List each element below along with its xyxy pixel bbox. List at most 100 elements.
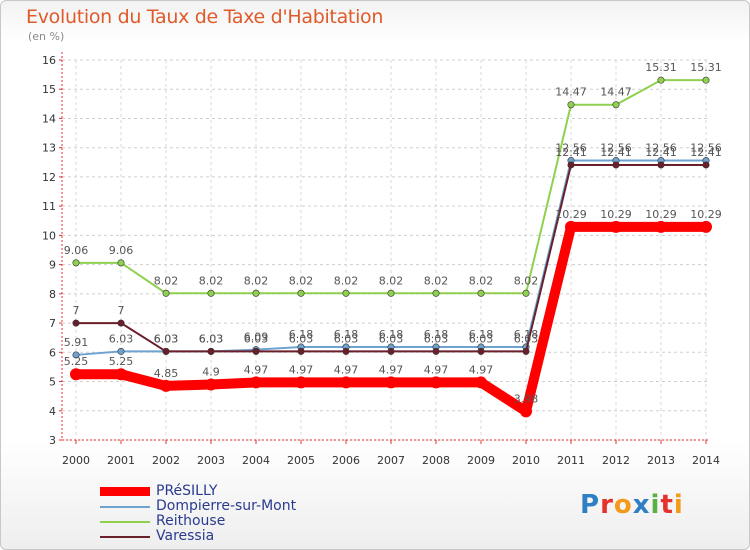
data-point [252,289,260,297]
x-tick-label: 2013 [647,454,675,467]
x-tick-label: 2004 [242,454,270,467]
data-label: 12.56 [690,142,722,155]
x-tick-label: 2011 [557,454,585,467]
data-point [612,101,620,109]
y-tick-label: 3 [49,434,56,447]
data-point [207,289,215,297]
data-label: 12.56 [645,142,677,155]
x-tick-label: 2014 [692,454,720,467]
brand-letter: o [613,490,633,520]
chart-legend: PRéSILLY Dompierre-sur-Mont Reithouse Va… [100,484,296,544]
x-tick-label: 2012 [602,454,630,467]
data-label: 8.02 [244,274,269,287]
legend-swatch-reithouse [100,520,150,523]
data-point [520,405,532,418]
data-point [657,76,665,84]
data-label: 12.41 [645,146,677,159]
y-tick-label: 14 [42,112,56,125]
data-label: 10.29 [690,208,722,221]
y-tick-label: 15 [42,83,56,96]
data-point [387,289,395,297]
data-label: 9.06 [64,244,89,257]
brand-letter: i [650,490,661,520]
data-label: 6.03 [379,332,404,345]
data-point [477,289,485,297]
data-point [702,76,710,84]
data-label: 12.56 [600,142,632,155]
data-label: 8.02 [199,274,224,287]
line-chart: 3 4 5 6 7 8 9 10 11 12 13 14 15 16 2000 2001 2002 2003 200… [42,52,722,467]
legend-item: Reithouse [100,514,296,529]
data-label: 12.56 [555,142,587,155]
data-label: 12.41 [690,146,722,159]
y-tick-label: 12 [42,171,56,184]
data-label: 6.03 [109,332,134,345]
y-tick-label: 6 [49,346,56,359]
data-point [702,161,710,169]
data-label: 5.91 [64,336,89,349]
data-point [655,220,667,233]
data-point [432,347,440,355]
data-label: 6.03 [334,332,359,345]
chart-subtitle: (en %) [28,30,65,43]
data-label: 4.97 [334,363,359,376]
data-point [207,347,215,355]
x-tick-label: 2007 [377,454,405,467]
data-point [117,319,125,327]
legend-label: Dompierre-sur-Mont [156,498,297,514]
data-point [160,379,172,392]
data-point [295,376,307,389]
data-label: 6.18 [289,328,314,341]
data-label: 8.02 [379,274,404,287]
x-tick-label: 2010 [512,454,540,467]
data-label: 12.41 [555,146,587,159]
legend-swatch-presilly [100,487,150,496]
data-point [72,319,80,327]
data-label: 15.31 [690,61,722,74]
data-label: 4.97 [424,363,449,376]
y-tick-label: 16 [42,54,56,67]
data-label: 6.18 [379,328,404,341]
y-tick-label: 5 [49,376,56,389]
x-tick-label: 2003 [197,454,225,467]
data-point [117,259,125,267]
data-label: 3.98 [514,392,539,405]
data-point [385,376,397,389]
data-label: 6.18 [514,328,539,341]
data-point [72,351,80,359]
y-tick-label: 9 [49,259,56,272]
data-point [610,220,622,233]
y-tick-label: 4 [49,405,56,418]
y-tick-label: 7 [49,317,56,330]
data-point [477,347,485,355]
data-label: 8.02 [514,274,539,287]
data-point [70,368,82,381]
data-label: 4.97 [379,363,404,376]
data-label: 14.47 [555,86,587,99]
data-point [387,347,395,355]
data-point [117,347,125,355]
data-label: 6.18 [469,328,494,341]
data-label: 6.03 [514,332,539,345]
data-point [612,161,620,169]
data-point [252,347,260,355]
brand-letter: r [600,490,614,520]
y-tick-label: 10 [42,229,56,242]
legend-swatch-varessia [100,535,150,538]
data-point [567,101,575,109]
data-point [250,376,262,389]
data-label: 14.47 [600,86,632,99]
data-label: 9.06 [109,244,134,257]
data-label: 8.02 [154,274,179,287]
data-label: 4.97 [244,363,269,376]
brand-letter: t [660,490,674,520]
data-label: 10.29 [600,208,632,221]
legend-item: Varessia [100,529,296,544]
data-label: 6.03 [469,332,494,345]
x-tick-label: 2000 [62,454,90,467]
legend-label: Varessia [156,528,215,544]
brand-letter: i [673,490,684,520]
data-label: 5.25 [64,355,89,368]
legend-label: Reithouse [156,513,226,529]
data-point [430,376,442,389]
